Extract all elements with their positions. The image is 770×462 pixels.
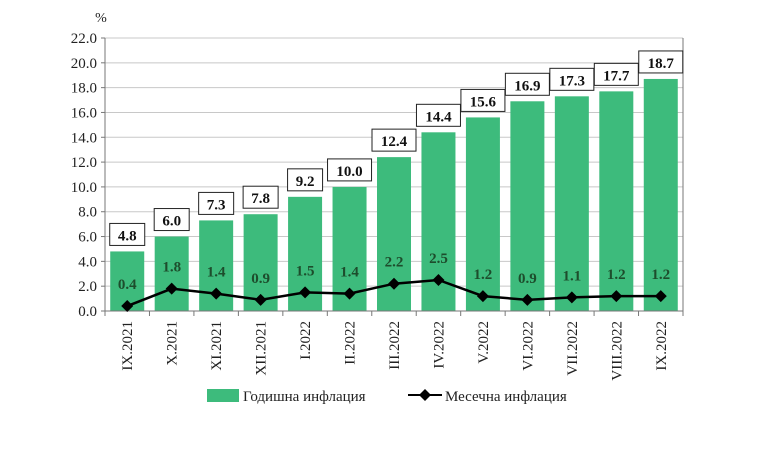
y-tick-label: 18.0 bbox=[71, 81, 97, 97]
bar-label: 17.7 bbox=[603, 68, 630, 84]
bar-label-box bbox=[593, 62, 639, 86]
x-tick-label: IV.2022 bbox=[431, 321, 447, 369]
legend-swatch-annual bbox=[207, 389, 239, 402]
bar-label-box bbox=[242, 185, 279, 209]
point-monthly bbox=[654, 290, 667, 303]
bar-label: 9.2 bbox=[296, 174, 315, 190]
point-monthly bbox=[610, 290, 623, 303]
x-tick-label: V.2022 bbox=[476, 321, 492, 364]
y-tick-label: 22.0 bbox=[71, 31, 97, 47]
bar-annual bbox=[154, 236, 189, 311]
bar-label-box bbox=[287, 168, 324, 192]
point-monthly bbox=[432, 273, 445, 286]
bar-label-box bbox=[371, 128, 417, 152]
x-tick-label: IX.2021 bbox=[120, 321, 136, 371]
y-tick-label: 4.0 bbox=[78, 254, 97, 270]
point-monthly bbox=[565, 291, 578, 304]
x-tick-label: III.2022 bbox=[387, 321, 403, 370]
x-tick-label: X.2021 bbox=[165, 321, 181, 366]
point-monthly bbox=[299, 286, 312, 299]
bar-annual bbox=[510, 101, 545, 311]
bar-annual bbox=[599, 91, 634, 311]
point-label: 0.4 bbox=[118, 277, 137, 293]
bar-label: 4.8 bbox=[118, 228, 137, 244]
bar-label: 7.8 bbox=[251, 191, 270, 207]
point-monthly bbox=[343, 287, 356, 300]
x-tick-label: XII.2021 bbox=[254, 321, 270, 376]
legend-label-annual: Годишна инфлация bbox=[243, 389, 366, 405]
x-tick-label: VI.2022 bbox=[520, 321, 536, 371]
point-label: 1.2 bbox=[651, 267, 670, 283]
point-monthly bbox=[121, 300, 134, 313]
y-tick-label: 2.0 bbox=[78, 279, 97, 295]
bar-annual bbox=[465, 117, 500, 311]
point-label: 2.2 bbox=[385, 255, 404, 271]
bar-label: 16.9 bbox=[514, 78, 540, 94]
bar-label-box bbox=[415, 103, 461, 127]
bar-label: 14.4 bbox=[425, 109, 452, 125]
bar-label: 7.3 bbox=[207, 197, 226, 213]
bar-label-box bbox=[327, 158, 373, 182]
bar-label: 6.0 bbox=[162, 214, 181, 230]
bar-label: 10.0 bbox=[336, 164, 362, 180]
x-tick-label: VIII.2022 bbox=[609, 321, 625, 381]
y-tick-label: 16.0 bbox=[71, 105, 97, 121]
point-label: 1.8 bbox=[162, 260, 181, 276]
point-monthly bbox=[388, 277, 400, 290]
point-label: 2.5 bbox=[429, 251, 448, 267]
point-label: 0.9 bbox=[518, 271, 537, 287]
bar-label-box bbox=[153, 208, 190, 232]
bar-label-box bbox=[109, 222, 146, 246]
point-label: 1.5 bbox=[296, 263, 315, 279]
y-tick-label: 20.0 bbox=[71, 56, 97, 72]
bar-label: 12.4 bbox=[381, 134, 408, 150]
x-tick-label: VII.2022 bbox=[565, 321, 581, 376]
point-label: 1.1 bbox=[562, 268, 581, 284]
point-label: 0.9 bbox=[251, 271, 270, 287]
y-tick-label: 10.0 bbox=[71, 180, 97, 196]
point-monthly bbox=[165, 282, 178, 295]
y-tick-label: 8.0 bbox=[78, 205, 97, 221]
x-tick-label: II.2022 bbox=[343, 321, 359, 365]
point-label: 1.2 bbox=[474, 267, 493, 283]
point-monthly bbox=[476, 290, 489, 303]
y-tick-label: 6.0 bbox=[78, 230, 97, 246]
bar-label-box bbox=[460, 88, 506, 112]
y-tick-label: 14.0 bbox=[71, 130, 97, 146]
bar-label: 18.7 bbox=[648, 56, 675, 72]
legend-marker-monthly bbox=[419, 389, 431, 401]
bar-annual bbox=[643, 78, 678, 311]
legend-label-monthly: Месечна инфлация bbox=[445, 389, 567, 405]
x-tick-label: XI.2021 bbox=[209, 321, 225, 371]
point-monthly bbox=[254, 293, 267, 306]
point-label: 1.4 bbox=[207, 265, 226, 281]
point-label: 1.2 bbox=[607, 267, 626, 283]
x-tick-label: I.2022 bbox=[298, 321, 314, 360]
y-tick-label: 0.0 bbox=[78, 304, 97, 320]
point-monthly bbox=[210, 287, 223, 300]
bar-label-box bbox=[198, 191, 235, 215]
point-monthly bbox=[521, 293, 534, 306]
point-label: 1.4 bbox=[340, 265, 359, 281]
x-tick-label: IX.2022 bbox=[654, 321, 670, 371]
bar-label: 17.3 bbox=[559, 73, 585, 89]
bar-annual bbox=[554, 96, 589, 311]
bar-label: 15.6 bbox=[470, 94, 497, 110]
y-tick-label: 12.0 bbox=[71, 155, 97, 171]
y-axis-label: % bbox=[95, 11, 107, 26]
bar-label-box bbox=[638, 50, 684, 74]
